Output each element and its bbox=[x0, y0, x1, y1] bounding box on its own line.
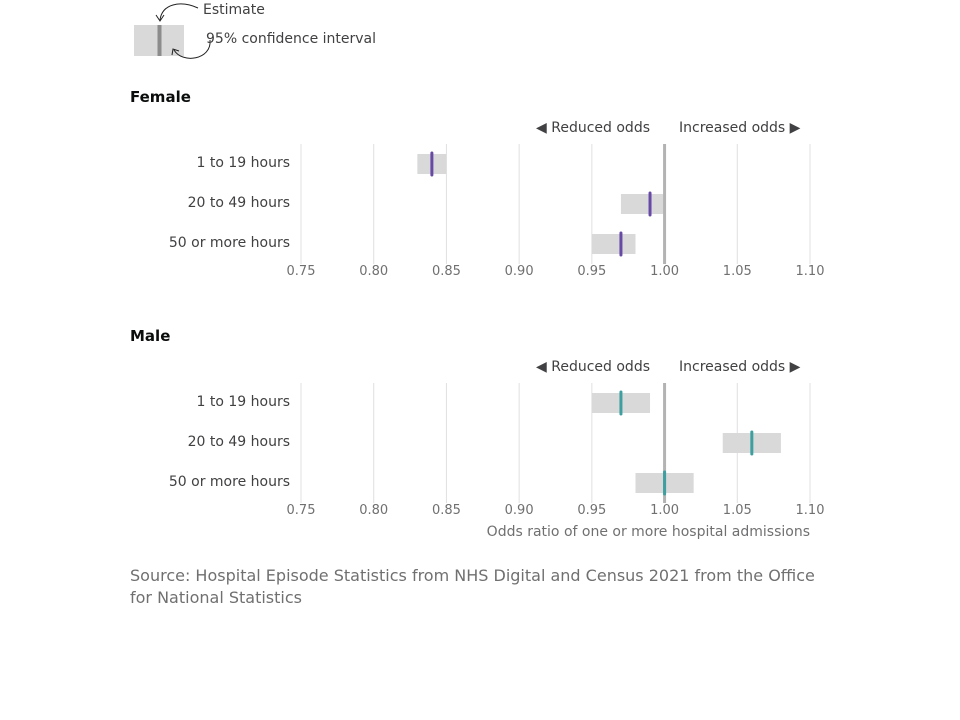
x-tick-label: 0.85 bbox=[431, 503, 461, 518]
reduced-odds-label: ◀ Reduced odds bbox=[536, 359, 650, 375]
legend-ci-label: 95% confidence interval bbox=[206, 31, 377, 47]
legend-estimate-label: Estimate bbox=[203, 2, 265, 18]
x-tick-label: 1.05 bbox=[722, 503, 752, 518]
reduced-odds-label: ◀ Reduced odds bbox=[536, 120, 650, 136]
legend-estimate-arrow bbox=[159, 3, 199, 21]
category-label: 20 to 49 hours bbox=[187, 434, 290, 450]
legend: Estimate 95% confidence interval bbox=[0, 0, 400, 70]
x-tick-label: 0.75 bbox=[286, 503, 316, 518]
confidence-interval-bar bbox=[591, 234, 636, 254]
increased-odds-label: Increased odds ▶ bbox=[679, 359, 801, 375]
source-note: Source: Hospital Episode Statistics from… bbox=[130, 566, 815, 607]
x-tick-label: 0.85 bbox=[431, 264, 461, 279]
x-tick-label: 0.80 bbox=[359, 264, 389, 279]
x-tick-label: 0.90 bbox=[504, 503, 534, 518]
confidence-interval-bar bbox=[620, 194, 665, 214]
panel-title: Female bbox=[130, 88, 191, 106]
panel-male: Male ◀ Reduced odds Increased odds ▶ 0.7… bbox=[0, 327, 960, 557]
legend-estimate-mark bbox=[157, 25, 162, 56]
forest-plot bbox=[300, 383, 811, 503]
panel-female: Female ◀ Reduced odds Increased odds ▶ 0… bbox=[0, 88, 960, 318]
x-tick-label: 0.95 bbox=[577, 503, 607, 518]
category-label: 1 to 19 hours bbox=[196, 394, 291, 410]
increased-odds-label: Increased odds ▶ bbox=[679, 120, 801, 136]
x-axis-label: Odds ratio of one or more hospital admis… bbox=[486, 524, 810, 540]
x-tick-label: 1.10 bbox=[795, 264, 825, 279]
legend-estimate-arrowhead bbox=[155, 14, 165, 22]
category-label: 20 to 49 hours bbox=[187, 195, 290, 211]
legend-graphic bbox=[134, 3, 211, 59]
panel-title: Male bbox=[130, 327, 171, 345]
x-tick-label: 1.00 bbox=[650, 264, 680, 279]
forest-plot bbox=[300, 144, 811, 264]
category-label: 50 or more hours bbox=[168, 474, 290, 490]
x-tick-label: 0.80 bbox=[359, 503, 389, 518]
legend-ci-arrow bbox=[173, 39, 211, 59]
x-tick-label: 0.90 bbox=[504, 264, 534, 279]
x-tick-label: 0.95 bbox=[577, 264, 607, 279]
legend-ci-arrowhead bbox=[171, 48, 180, 56]
x-tick-label: 1.10 bbox=[795, 503, 825, 518]
category-label: 50 or more hours bbox=[168, 235, 290, 251]
x-tick-label: 1.00 bbox=[650, 503, 680, 518]
category-label: 1 to 19 hours bbox=[196, 155, 291, 171]
x-tick-label: 1.05 bbox=[722, 264, 752, 279]
x-tick-label: 0.75 bbox=[286, 264, 316, 279]
